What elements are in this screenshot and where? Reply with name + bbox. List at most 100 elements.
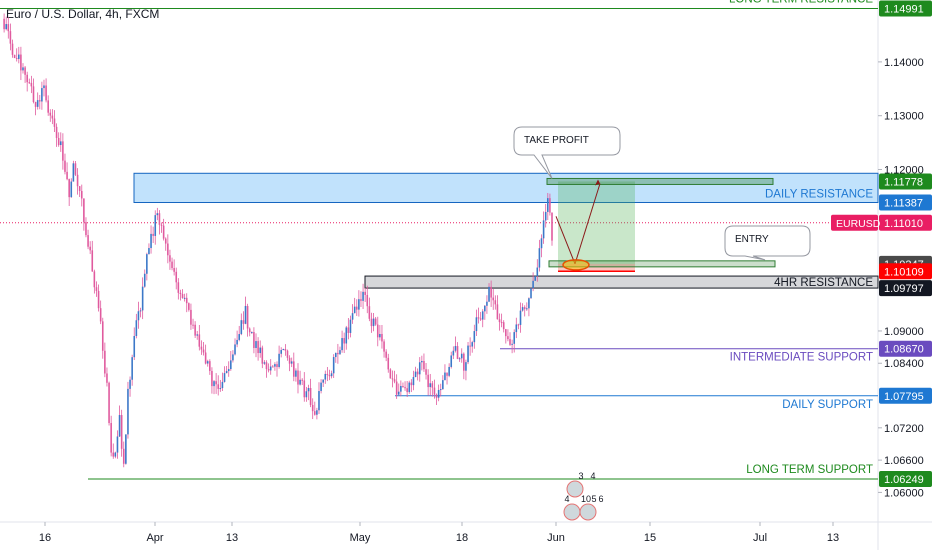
candle-body — [204, 352, 207, 364]
daily-resistance-price-tag — [879, 194, 932, 211]
candle-body — [528, 298, 530, 309]
candle-body — [181, 294, 184, 298]
candle-body — [311, 404, 314, 412]
candle-body — [549, 198, 551, 213]
candle-body — [43, 85, 45, 89]
candle-body — [20, 54, 22, 71]
y-tick-label: 1.07200 — [884, 423, 924, 435]
candle-body — [146, 254, 148, 274]
4hr-resistance-price-tag — [879, 280, 932, 297]
candle-body — [30, 82, 33, 87]
candle-body — [248, 328, 251, 333]
trade-arrow — [574, 183, 601, 265]
risk-zone — [558, 263, 635, 272]
candle-body — [127, 388, 129, 435]
candle-body — [185, 297, 188, 304]
candle-body — [255, 341, 257, 348]
candle-body — [471, 342, 474, 347]
candle-body — [353, 306, 356, 314]
candle-body — [108, 382, 110, 424]
event-badge-count: 3 — [578, 471, 583, 481]
candle-body — [343, 338, 345, 344]
y-tick-label: 1.06000 — [884, 487, 924, 499]
candle-body — [280, 350, 282, 354]
candle-body — [536, 267, 539, 277]
candle-body — [408, 382, 411, 393]
take-profit-callout-text: TAKE PROFIT — [524, 135, 589, 146]
eurusd-last-price-text: 1.11010 — [884, 218, 923, 230]
candle-body — [320, 382, 322, 392]
candle-body — [3, 18, 5, 30]
candle-body — [284, 349, 287, 351]
y-tick-label: 1.08400 — [884, 358, 924, 370]
daily-support-price-tag — [879, 387, 932, 404]
x-tick-label: 15 — [644, 532, 656, 544]
candle-body — [318, 391, 320, 411]
candle-body — [412, 377, 415, 386]
candle-body — [502, 322, 505, 330]
candle-body — [488, 286, 490, 302]
event-badge-count: 6 — [598, 494, 603, 504]
candle-body — [213, 381, 215, 387]
candle-body — [15, 57, 18, 59]
candle-body — [116, 436, 119, 453]
flag-badge-icon — [566, 480, 584, 498]
candle-body — [393, 379, 396, 382]
candle-body — [425, 369, 427, 375]
candle-body — [374, 318, 377, 325]
candle-body — [51, 115, 54, 119]
candle-body — [36, 100, 39, 107]
candle-body — [167, 243, 169, 256]
candle-body — [511, 343, 513, 345]
candle-body — [463, 353, 465, 371]
candle-body — [53, 118, 56, 127]
candle-body — [234, 344, 236, 355]
candle-body — [385, 351, 387, 358]
candle-body — [337, 352, 339, 355]
candle-body — [456, 346, 459, 359]
candle-body — [427, 374, 429, 388]
candle-body — [423, 361, 425, 370]
candle-body — [339, 350, 341, 355]
candle-body — [452, 350, 455, 356]
candle-body — [379, 333, 381, 338]
candle-body — [80, 190, 83, 199]
candle-body — [364, 291, 366, 295]
candle-body — [492, 297, 495, 301]
candle-body — [299, 379, 301, 385]
candle-body — [366, 294, 369, 307]
candle-body — [309, 388, 312, 405]
candle-body — [99, 308, 102, 322]
candle-body — [295, 370, 297, 377]
candle-body — [547, 198, 549, 212]
stop-price-text: 1.10109 — [884, 266, 924, 278]
candle-body — [324, 373, 327, 380]
candle-body — [202, 349, 205, 353]
candle-body — [62, 141, 64, 161]
candle-body — [301, 379, 303, 381]
candle-body — [240, 320, 243, 335]
candle-body — [381, 333, 383, 342]
event-badge-count: 10 — [581, 494, 591, 504]
candle-body — [200, 346, 203, 350]
candle-body — [72, 163, 75, 182]
candle-body — [87, 235, 89, 247]
candle-body — [397, 391, 400, 395]
candle-body — [238, 334, 241, 340]
long-term-resistance-label: LONG TERM RESISTANCE — [729, 0, 873, 6]
candle-body — [164, 238, 167, 244]
candle-body — [215, 381, 217, 385]
candle-body — [355, 306, 358, 310]
x-tick-label: 18 — [456, 532, 468, 544]
candle-body — [370, 318, 373, 327]
candle-body — [78, 186, 81, 191]
candle-body — [194, 324, 196, 336]
candle-body — [437, 390, 440, 398]
candle-body — [89, 246, 91, 251]
eurusd-last-price-tag — [879, 214, 932, 231]
event-badge-count: 5 — [591, 494, 596, 504]
candle-body — [551, 212, 553, 241]
entry-callout-text: ENTRY — [735, 234, 769, 245]
intermediate-support-label: INTERMEDIATE SUPPORT — [730, 352, 873, 364]
